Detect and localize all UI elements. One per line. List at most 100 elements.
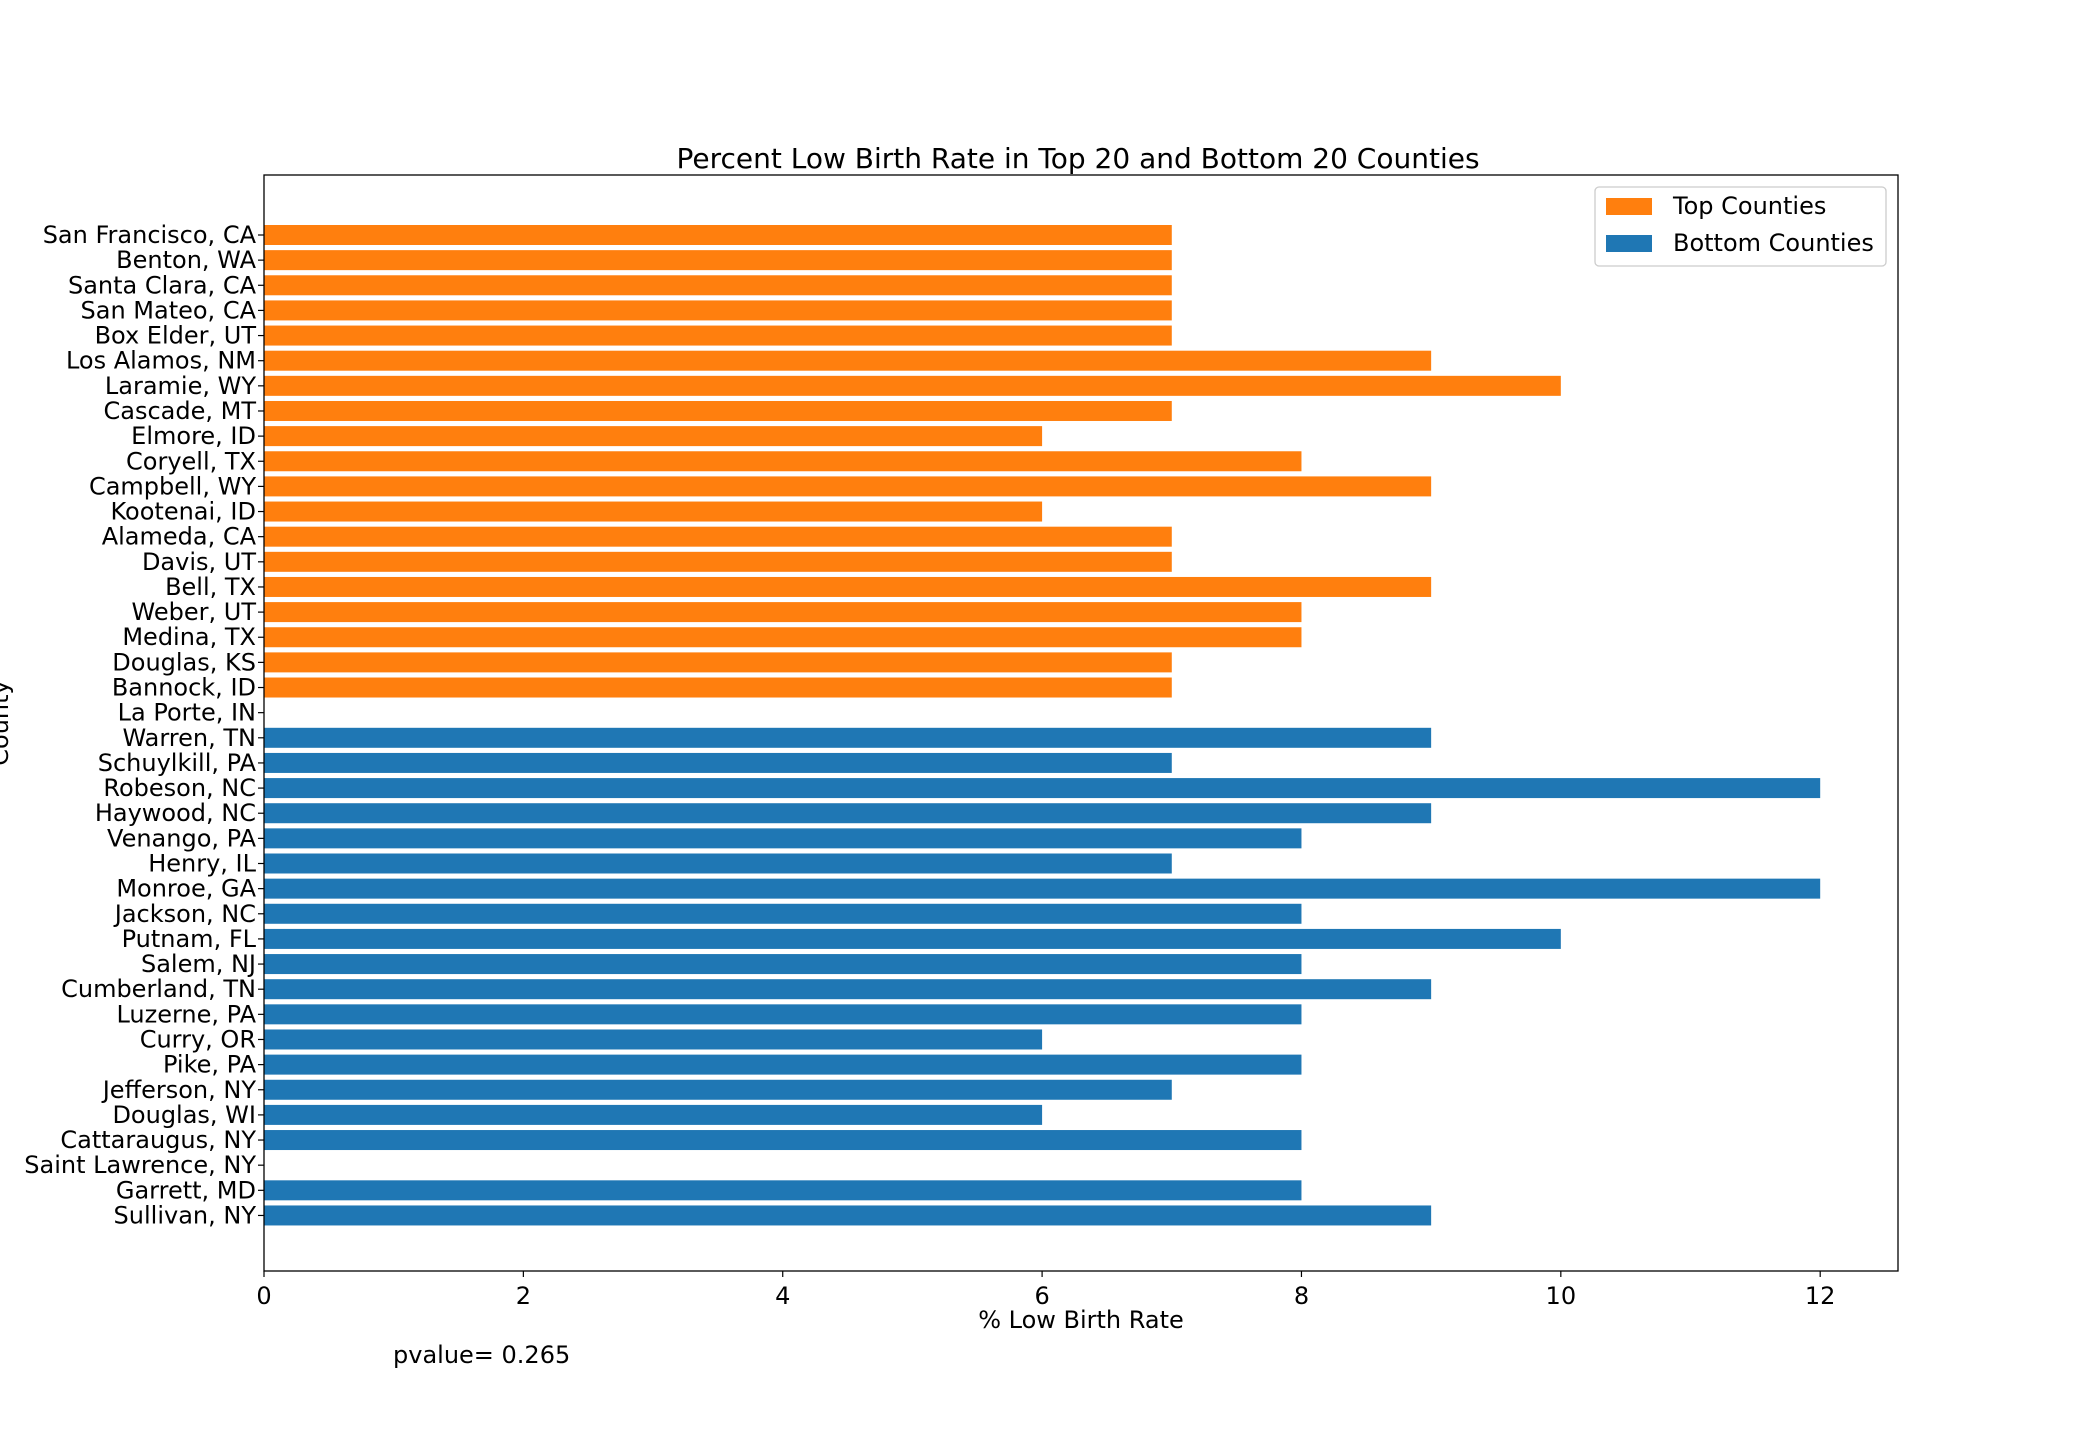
y-tick-label: Cumberland, TN	[61, 975, 256, 1003]
y-tick-label: Kootenai, ID	[111, 498, 257, 526]
y-tick-label: Curry, OR	[140, 1025, 256, 1053]
bar-bottom	[264, 1205, 1432, 1226]
y-tick-label: Alameda, CA	[102, 523, 257, 551]
x-tick-label: 12	[1805, 1282, 1836, 1310]
bar-bottom	[264, 878, 1821, 899]
legend: Top Counties Bottom Counties	[1594, 186, 1887, 267]
bar-bottom	[264, 1054, 1302, 1075]
bar-bottom	[264, 1180, 1302, 1201]
x-tick-label: 2	[516, 1282, 531, 1310]
y-tick-label: Bell, TX	[165, 573, 256, 601]
bar-bottom	[264, 903, 1302, 924]
bar-bottom	[264, 727, 1432, 748]
bar-top	[264, 652, 1172, 673]
bar-bottom	[264, 778, 1821, 799]
bar-top	[264, 426, 1043, 447]
y-tick-label: Coryell, TX	[126, 447, 256, 475]
bar-top	[264, 250, 1172, 271]
bars-layer	[264, 225, 1821, 1226]
bar-top	[264, 325, 1172, 346]
bar-top	[264, 350, 1432, 371]
y-tick-label: Medina, TX	[122, 623, 256, 651]
y-tick-label: Pike, PA	[163, 1051, 257, 1079]
bar-bottom	[264, 1004, 1302, 1025]
bar-top	[264, 526, 1172, 547]
legend-swatch-bottom	[1606, 235, 1652, 252]
x-tick-label: 10	[1546, 1282, 1577, 1310]
bar-bottom	[264, 828, 1302, 849]
bar-bottom	[264, 1029, 1043, 1050]
bar-bottom	[264, 752, 1172, 773]
y-tick-label: Davis, UT	[142, 548, 256, 576]
y-tick-label: Sullivan, NY	[114, 1201, 257, 1229]
x-axis-ticks: 0 2 4 6 8 10 12	[256, 1271, 1835, 1310]
bar-bottom	[264, 853, 1172, 874]
y-tick-label: Venango, PA	[107, 824, 257, 852]
y-tick-label: Weber, UT	[132, 598, 257, 626]
y-tick-label: Jackson, NC	[113, 900, 256, 928]
bar-top	[264, 576, 1432, 597]
y-tick-label: La Porte, IN	[118, 699, 256, 727]
bar-bottom	[264, 979, 1432, 1000]
x-tick-label: 8	[1294, 1282, 1309, 1310]
chart-title: Percent Low Birth Rate in Top 20 and Bot…	[676, 142, 1479, 175]
y-tick-label: Benton, WA	[116, 246, 256, 274]
bar-bottom	[264, 1079, 1172, 1100]
bar-top	[264, 476, 1432, 497]
legend-label-bottom: Bottom Counties	[1673, 229, 1874, 257]
bar-bottom	[264, 1104, 1043, 1125]
y-tick-label: Los Alamos, NM	[66, 347, 256, 375]
bar-bottom	[264, 928, 1561, 949]
legend-swatch-top	[1606, 198, 1652, 215]
x-axis-label: % Low Birth Rate	[978, 1306, 1184, 1334]
y-tick-label: Cascade, MT	[104, 397, 257, 425]
bar-top	[264, 627, 1302, 648]
bar-top	[264, 551, 1172, 572]
y-tick-label: Putnam, FL	[122, 925, 257, 953]
bar-top	[264, 275, 1172, 296]
y-tick-label: Campbell, WY	[89, 472, 256, 500]
y-tick-label: San Francisco, CA	[43, 221, 257, 249]
bar-top	[264, 300, 1172, 321]
y-tick-label: Henry, IL	[148, 850, 256, 878]
bar-bottom	[264, 1130, 1302, 1151]
pvalue-annotation: pvalue= 0.265	[393, 1341, 570, 1369]
y-tick-label: Douglas, KS	[112, 648, 256, 676]
y-tick-label: Salem, NJ	[141, 950, 256, 978]
y-tick-label: Garrett, MD	[116, 1176, 256, 1204]
y-tick-label: Monroe, GA	[116, 875, 256, 903]
y-tick-label: Laramie, WY	[105, 372, 256, 400]
y-tick-label: Bannock, ID	[112, 674, 256, 702]
y-tick-label: Luzerne, PA	[116, 1000, 256, 1028]
y-tick-label: Box Elder, UT	[95, 322, 257, 350]
y-tick-label: Jefferson, NY	[101, 1076, 257, 1104]
y-tick-label: Haywood, NC	[95, 799, 256, 827]
y-tick-label: Saint Lawrence, NY	[24, 1151, 256, 1179]
x-tick-label: 4	[775, 1282, 790, 1310]
bar-top	[264, 225, 1172, 245]
x-tick-label: 6	[1034, 1282, 1049, 1310]
bar-top	[264, 400, 1172, 421]
y-tick-label: Warren, TN	[122, 724, 256, 752]
plot-area-frame	[263, 174, 1899, 1272]
y-tick-label: Elmore, ID	[131, 422, 256, 450]
bar-top	[264, 602, 1302, 623]
bar-top	[264, 375, 1561, 396]
y-tick-label: Santa Clara, CA	[68, 271, 257, 299]
bar-bottom	[264, 954, 1302, 975]
x-tick-label: 0	[256, 1282, 271, 1310]
y-axis-label: County	[0, 680, 14, 765]
bar-top	[264, 451, 1302, 472]
legend-frame	[1594, 186, 1887, 267]
y-tick-label: Cattaraugus, NY	[60, 1126, 256, 1154]
y-tick-label: Robeson, NC	[103, 774, 256, 802]
y-tick-label: Douglas, WI	[112, 1101, 256, 1129]
bar-top	[264, 501, 1043, 522]
bar-top	[264, 677, 1172, 698]
legend-label-top: Top Counties	[1672, 192, 1826, 220]
y-tick-label: Schuylkill, PA	[98, 749, 257, 777]
y-tick-label: San Mateo, CA	[81, 296, 257, 324]
bar-bottom	[264, 803, 1432, 824]
